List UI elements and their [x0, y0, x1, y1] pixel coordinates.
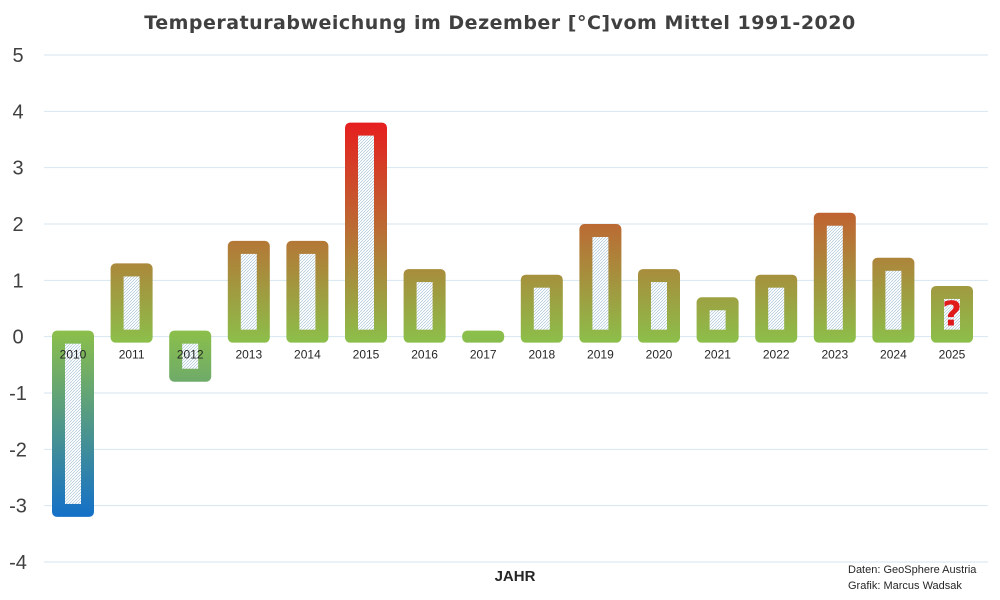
bar-inner-2012: [182, 343, 199, 369]
chart-title: Temperaturabweichung im Dezember [°C]vom…: [144, 12, 855, 34]
y-tick-label: -1: [9, 383, 27, 405]
bar-inner-2020: [651, 282, 667, 330]
bar-inner-2021: [709, 310, 726, 330]
y-tick-label: -2: [9, 439, 27, 461]
x-tick-label: 2013: [235, 348, 262, 362]
bar-inner-2025: [944, 298, 960, 330]
bar-inner-2016: [416, 282, 433, 330]
bar-inner-2010: [65, 343, 81, 504]
x-axis-label: JAHR: [495, 568, 536, 585]
y-tick-label: 1: [12, 270, 23, 292]
credit-data-source: Daten: GeoSphere Austria: [848, 564, 977, 576]
x-tick-label: 2020: [646, 348, 673, 362]
x-tick-label: 2011: [119, 348, 145, 362]
y-tick-label: -3: [9, 496, 27, 518]
x-tick-label: 2017: [470, 348, 497, 362]
x-tick-label: 2010: [60, 348, 87, 362]
bar-inner-2023: [826, 225, 843, 330]
annotation-question-mark: ?: [942, 294, 962, 334]
x-tick-label: 2019: [587, 348, 614, 362]
x-tick-label: 2024: [880, 348, 907, 362]
bars: ?: [52, 122, 973, 517]
x-axis-ticks: 2010 2011 2012 2013 2014 2015 2016 2017 2018 2019…: [60, 348, 966, 362]
x-tick-label: 2016: [411, 348, 438, 362]
y-tick-label: 4: [12, 101, 23, 123]
x-tick-label: 2021: [704, 348, 731, 362]
bar-inner-2018: [533, 287, 550, 330]
x-tick-label: 2015: [353, 348, 380, 362]
bar-2017: [462, 330, 505, 343]
x-tick-label: 2014: [294, 348, 321, 362]
y-axis-ticks: 5 4 3 2 1 0 -1 -2 -3 -4: [9, 45, 27, 574]
x-tick-label: 2022: [763, 348, 790, 362]
y-tick-label: 0: [12, 327, 23, 349]
bar-inner-2014: [299, 253, 316, 330]
bar-inner-2022: [768, 287, 785, 330]
credit-graphic-author: Grafik: Marcus Wadsak: [848, 580, 962, 592]
bar-inner-2011: [123, 276, 140, 330]
y-tick-label: 3: [12, 158, 23, 180]
y-tick-label: -4: [9, 552, 27, 574]
y-tick-label: 5: [12, 45, 23, 67]
bar-inner-2013: [240, 253, 257, 330]
x-tick-label: 2025: [939, 348, 966, 362]
bar-inner-2024: [885, 270, 902, 330]
x-tick-label: 2023: [821, 348, 848, 362]
bar-inner-2019: [592, 237, 609, 330]
y-tick-label: 2: [12, 214, 23, 236]
x-tick-label: 2018: [528, 348, 555, 362]
x-tick-label: 2012: [177, 348, 204, 362]
bar-inner-2015: [358, 135, 374, 330]
